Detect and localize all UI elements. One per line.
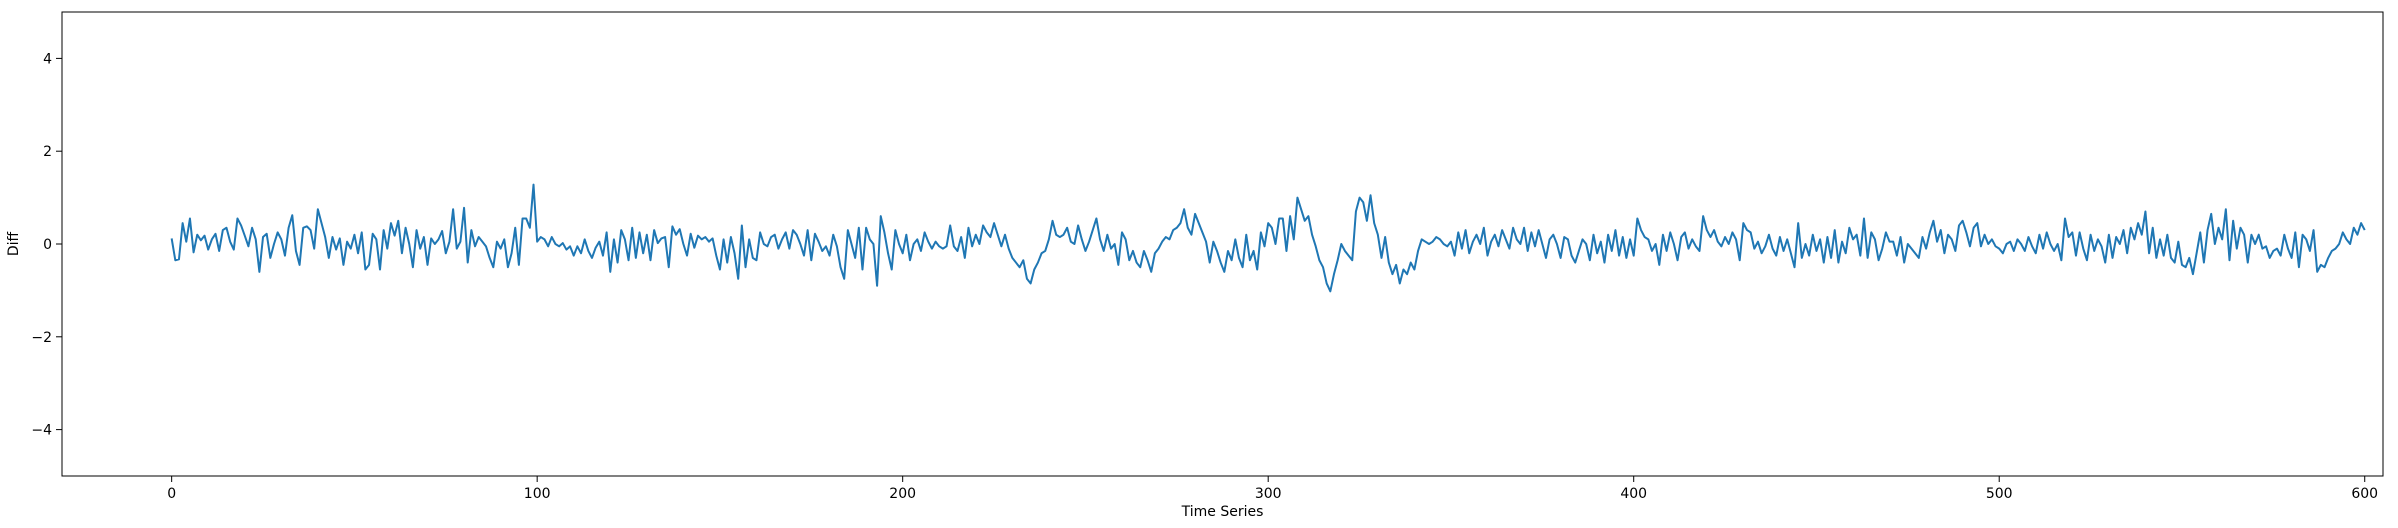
y-axis-label: Diff [6,231,22,256]
x-tick-label: 0 [167,486,176,502]
axes: 0 100 200 300 400 500 600 −4 −2 0 2 4 [31,51,2378,502]
y-tick-label: −2 [31,330,52,346]
y-tick-label: −4 [31,423,52,439]
y-tick-label: 2 [43,144,52,160]
y-tick-label: 4 [43,51,52,67]
y-tick-label: 0 [43,237,52,253]
x-axis-label: Time Series [1181,504,1264,520]
x-tick-label: 100 [524,486,551,502]
series-line-diff [170,183,2366,293]
x-tick-label: 200 [889,486,916,502]
x-tick-label: 500 [1986,486,2013,502]
plot-frame [61,11,2384,477]
x-tick-label: 300 [1255,486,1282,502]
x-tick-label: 600 [2351,486,2378,502]
x-tick-label: 400 [1620,486,1647,502]
